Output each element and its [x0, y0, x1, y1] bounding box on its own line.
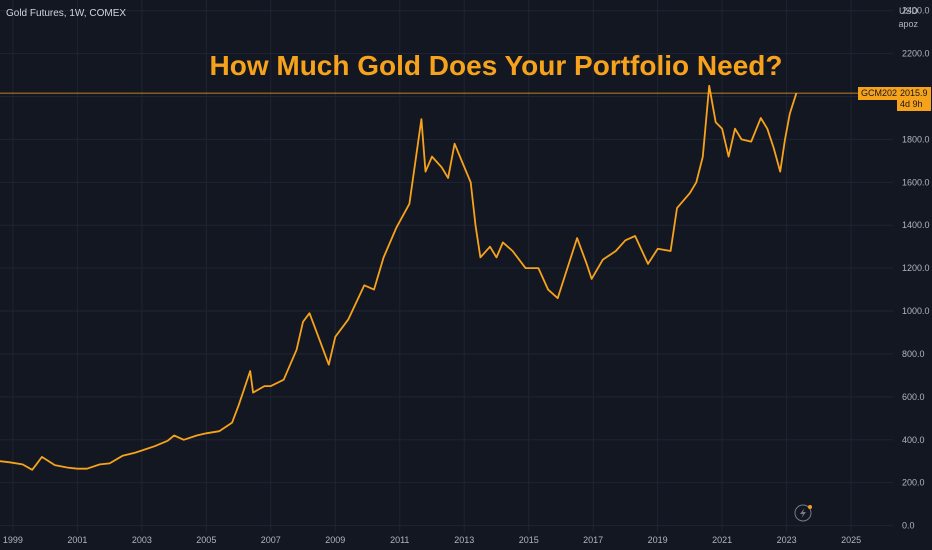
x-tick-label: 2023: [777, 535, 797, 545]
lightning-icon[interactable]: [794, 504, 812, 522]
y-tick-label: 1000.0: [902, 306, 930, 316]
last-price: 2015.9: [900, 88, 928, 99]
x-tick-label: 2005: [196, 535, 216, 545]
y-tick-label: 1200.0: [902, 263, 930, 273]
x-tick-label: 2009: [325, 535, 345, 545]
x-axis: 1999 2001 2003 2005 2007 2009 2011 2013 2015 2017…: [3, 535, 861, 545]
x-tick-label: 2013: [454, 535, 474, 545]
x-tick-label: 2001: [67, 535, 87, 545]
y-tick-label: 400.0: [902, 435, 925, 445]
x-tick-label: 2017: [583, 535, 603, 545]
y-tick-label: 800.0: [902, 349, 925, 359]
y-tick-label: 0.0: [902, 521, 915, 531]
y-tick-label: 1400.0: [902, 220, 930, 230]
x-tick-label: 2011: [390, 535, 409, 545]
x-tick-label: 2015: [519, 535, 539, 545]
countdown: 4d 9h: [900, 99, 923, 110]
y-tick-label: 2200.0: [902, 49, 930, 59]
currency-unit: USD: [898, 6, 918, 16]
chart-title: How Much Gold Does Your Portfolio Need?: [210, 50, 783, 81]
x-tick-label: 2007: [261, 535, 281, 545]
y-tick-label: 2400.0: [902, 6, 930, 16]
y-tick-label: 600.0: [902, 392, 925, 402]
symbol-price-tag: GCM2023: [858, 87, 906, 101]
x-tick-label: 2025: [841, 535, 861, 545]
last-price-tag: 2015.9 4d 9h: [897, 87, 931, 112]
x-tick-label: 2019: [648, 535, 668, 545]
y-tick-label: 1600.0: [902, 177, 930, 187]
x-tick-label: 1999: [3, 535, 23, 545]
x-tick-label: 2003: [132, 535, 152, 545]
y-tick-label: 200.0: [902, 478, 925, 488]
symbol-legend[interactable]: Gold Futures, 1W, COMEX: [6, 8, 127, 19]
grid: [0, 0, 893, 532]
weight-unit: apoz: [898, 19, 918, 29]
y-tick-label: 1800.0: [902, 134, 930, 144]
gold-price-line[interactable]: [0, 84, 798, 471]
x-tick-label: 2021: [712, 535, 732, 545]
